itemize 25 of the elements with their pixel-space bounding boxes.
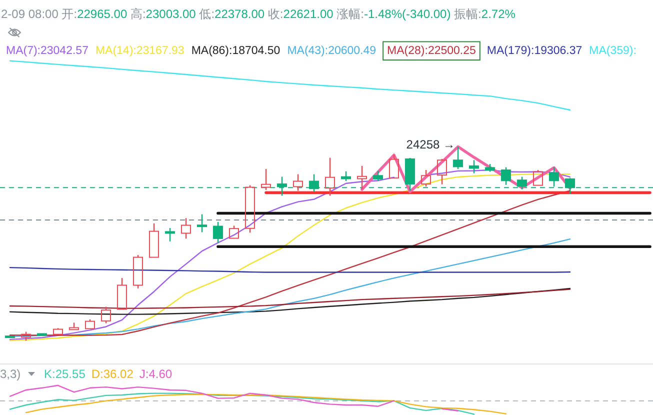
chart-title: 3,3) [0, 367, 21, 381]
candlestick [453, 146, 463, 170]
candlestick [261, 168, 271, 191]
chart-title: 2-09 08:00 开:22965.00 高:23003.00 低:22378.00 收:22621.00 涨幅:-1.48%(-340.00) 振幅:2.72% [1, 7, 516, 21]
text: MA(359): [589, 45, 636, 57]
candlestick [165, 227, 175, 242]
candlestick [197, 214, 207, 233]
text: MA(86):18704.50 [191, 45, 280, 57]
candlestick [325, 157, 335, 196]
text: MA(7):23042.57 [6, 45, 88, 57]
text: MA(179):19306.37 [486, 45, 582, 57]
candlestick [37, 333, 47, 336]
candlestick [437, 158, 447, 185]
candlestick [357, 165, 367, 190]
text: MA(28):22500.25 [387, 45, 476, 57]
candlestick [5, 336, 15, 338]
series-label: D:36.02 [91, 367, 134, 381]
series-label: J:4.60 [139, 367, 172, 381]
series-label: K:25.55 [44, 367, 86, 381]
text: MA(14):23167.93 [95, 45, 184, 57]
candlestick [293, 174, 303, 192]
text: MA(43):20600.49 [287, 45, 376, 57]
candlestick [181, 217, 191, 240]
candlestick [469, 159, 479, 174]
annotation: 24258 → [406, 138, 455, 152]
